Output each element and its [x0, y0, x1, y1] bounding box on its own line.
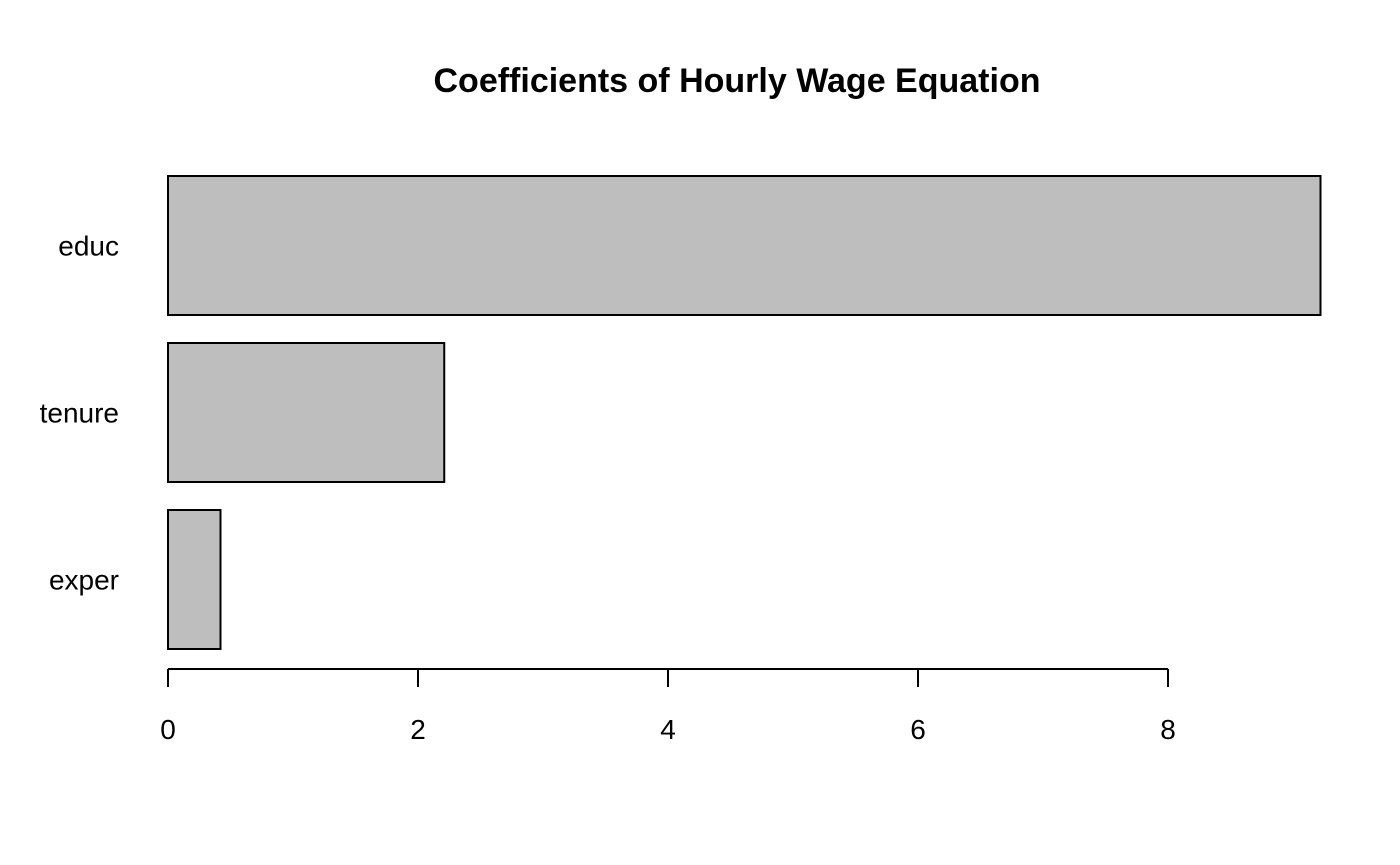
bars-layer	[167, 175, 1322, 650]
x-tick-label-8: 8	[1160, 714, 1176, 745]
x-tick-label-4: 4	[660, 714, 676, 745]
bar-tenure	[167, 342, 446, 483]
x-tick-label-2: 2	[410, 714, 426, 745]
chart-title: Coefficients of Hourly Wage Equation	[434, 62, 1041, 100]
bar-exper	[167, 509, 222, 650]
x-tick-label-0: 0	[160, 714, 176, 745]
bar-educ	[167, 175, 1322, 316]
category-label-exper: exper	[49, 565, 119, 596]
category-label-tenure: tenure	[40, 398, 119, 429]
x-tick-label-6: 6	[910, 714, 926, 745]
category-label-educ: educ	[58, 231, 119, 262]
x-axis: 0 2 4 6 8	[160, 668, 1176, 745]
category-labels: educ tenure exper	[40, 231, 119, 596]
